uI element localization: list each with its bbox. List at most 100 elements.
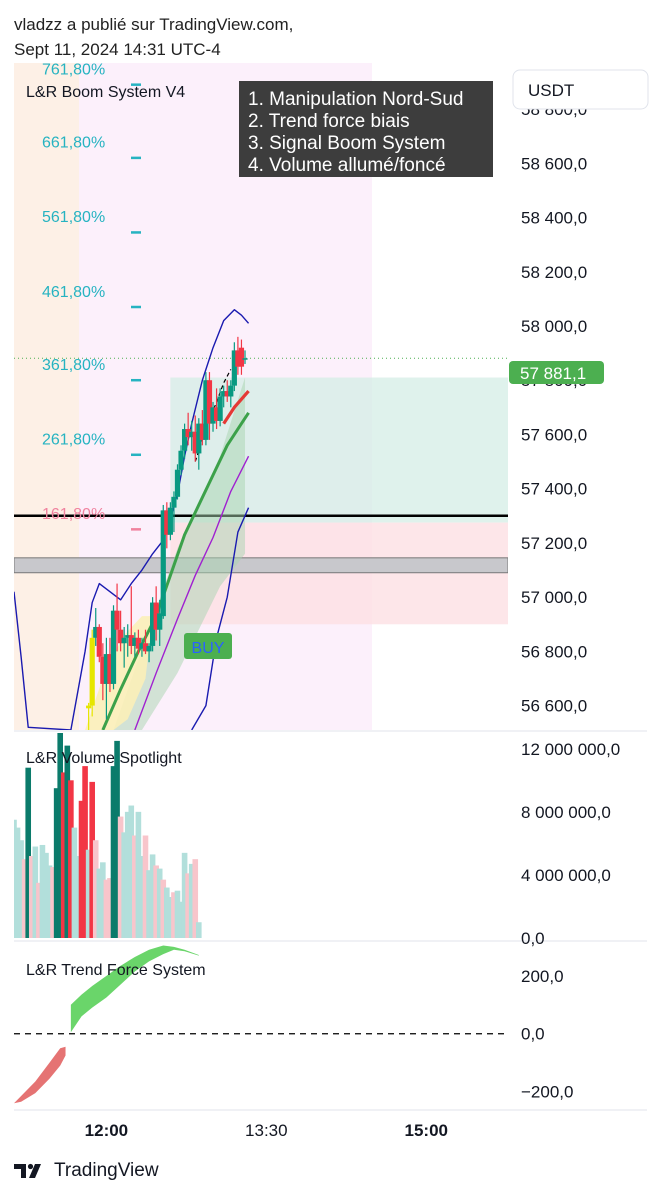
manipulation-zone (14, 557, 508, 574)
candle (164, 502, 170, 549)
buy-signal-box (184, 633, 232, 659)
candle-body (196, 423, 202, 454)
candle-body (203, 380, 209, 440)
candle (96, 624, 102, 663)
time-axis[interactable]: 12:00 13:30 15:00 (85, 1121, 448, 1140)
tradingview-brand: TradingView (54, 1160, 159, 1181)
volume-bar (107, 878, 113, 938)
candle-body (121, 637, 127, 644)
fib-level-label: 661,80% (42, 135, 105, 152)
volume-bar (171, 892, 177, 938)
candle-body (224, 391, 230, 397)
candle (235, 336, 241, 375)
volume-bar (146, 870, 152, 938)
fib-level-tick (131, 528, 141, 531)
note-4: 4. Volume allumé/foncé (248, 155, 446, 176)
trend-positive-area (70, 945, 199, 1033)
candle-body (157, 613, 163, 630)
volume-bar (153, 865, 159, 938)
candle-body (89, 637, 95, 706)
trend-ma (101, 411, 250, 730)
candle (185, 412, 191, 446)
price-tick-label: 56 600,0 (521, 697, 587, 716)
volume-bar (50, 867, 56, 938)
candle-body (96, 626, 102, 657)
fib-level-label: 461,80% (42, 284, 105, 301)
volume-bar (167, 897, 174, 938)
candle-body (107, 654, 113, 684)
fib-level-label: 361,80% (42, 357, 105, 374)
fib-level-label: 761,80% (42, 61, 105, 78)
candle (110, 605, 117, 690)
candle (224, 380, 230, 402)
candle (242, 350, 248, 364)
fib-level-label: 561,80% (42, 209, 105, 226)
candle (118, 610, 124, 652)
fib-level-tick (131, 305, 141, 309)
candle-body (164, 510, 170, 535)
volume-tick-label: 4 000 000,0 (521, 866, 611, 885)
volume-bar (110, 766, 117, 938)
price-tick-label: 57 200,0 (521, 534, 587, 553)
candle (86, 702, 92, 730)
volume-bar (71, 827, 78, 938)
candle-body (238, 347, 245, 367)
volume-bar (82, 766, 88, 938)
candle (210, 401, 216, 432)
fib-level-tick (131, 231, 141, 234)
trend-axis[interactable]: 200,0 0,0 −200,0 (521, 967, 573, 1102)
volume-bar (96, 868, 103, 938)
candle (167, 502, 173, 541)
candle-body (135, 637, 141, 649)
candle-body (103, 654, 110, 684)
volume-bar (32, 846, 39, 938)
volume-bar (46, 865, 53, 938)
volume-bar (92, 840, 99, 938)
volume-bar (114, 740, 120, 938)
volume-bar (103, 879, 110, 938)
trend-tick-label: 200,0 (521, 967, 564, 986)
notes-box (239, 81, 493, 177)
candle (114, 583, 120, 652)
candle-body (213, 407, 220, 421)
fib-levels: 761,80% 661,80% 561,80% 461,80% 361,80% 261,8… (42, 61, 141, 531)
candle-body (128, 635, 134, 646)
volume-bar (132, 835, 138, 938)
fib-level-tick (131, 83, 141, 86)
price-tick-label: 56 800,0 (521, 642, 587, 661)
time-tick-label: 12:00 (85, 1121, 128, 1140)
candle (228, 380, 234, 408)
lower-band (191, 507, 250, 730)
candle (192, 415, 198, 462)
price-tick-label: 58 400,0 (521, 209, 587, 228)
candle-body (142, 643, 149, 652)
volume-bar (135, 811, 142, 938)
volume-bar (68, 780, 74, 938)
candle-body (153, 602, 159, 630)
volume-bar (39, 844, 46, 938)
currency-label: USDT (528, 81, 574, 100)
candle (174, 464, 181, 500)
candle-body (118, 629, 124, 644)
candle-body (178, 450, 184, 470)
fast-ma (222, 390, 250, 425)
volume-bar (149, 854, 156, 938)
price-tick-label: 58 000,0 (521, 317, 587, 336)
currency-badge[interactable] (512, 69, 649, 110)
price-tick-label: 57 400,0 (521, 480, 587, 499)
candle (189, 420, 195, 451)
candle (125, 624, 131, 657)
volume-bar (181, 852, 188, 938)
candle-body (242, 358, 248, 360)
candle-body (185, 429, 191, 438)
candle (121, 626, 127, 668)
volume-axis[interactable]: 12 000 000,0 8 000 000,0 4 000 000,0 0,0 (521, 740, 620, 948)
note-2: 2. Trend force biais (248, 111, 410, 132)
note-1: 1. Manipulation Nord-Sud (248, 89, 463, 110)
trend-negative-area (14, 1046, 66, 1104)
volume-bar (185, 873, 191, 938)
candle (128, 586, 134, 655)
last-price-tag (509, 361, 604, 384)
price-axis[interactable]: 58 800,058 600,058 400,058 200,058 000,0… (521, 100, 587, 716)
